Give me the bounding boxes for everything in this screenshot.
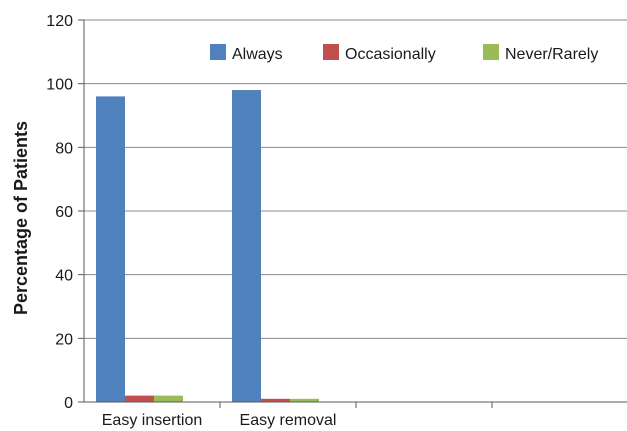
y-tick-label: 120 — [46, 13, 73, 30]
legend-label: Always — [232, 46, 283, 63]
bar-never-rarely-0 — [154, 395, 183, 402]
axes — [83, 20, 627, 408]
y-tick-label: 40 — [55, 268, 73, 285]
legend-label: Occasionally — [345, 46, 436, 63]
gridlines — [78, 19, 627, 403]
legend-swatch-occasionally — [323, 44, 339, 60]
legend: Always Occasionally Never/Rarely — [210, 44, 598, 63]
y-tick-label: 0 — [64, 395, 73, 412]
bars — [96, 90, 319, 403]
y-tick-label: 60 — [55, 204, 73, 221]
legend-swatch-never-rarely — [483, 44, 499, 60]
legend-swatch-always — [210, 44, 226, 60]
y-axis-label: Percentage of Patients — [11, 121, 31, 315]
x-tick-labels: Easy insertion Easy removal — [102, 412, 337, 429]
y-tick-label: 100 — [46, 77, 73, 94]
bar-always-1 — [232, 90, 261, 403]
legend-label: Never/Rarely — [505, 46, 598, 63]
y-tick-label: 80 — [55, 140, 73, 157]
bar-occasionally-0 — [125, 395, 154, 402]
bar-occasionally-1 — [261, 398, 290, 402]
bar-always-0 — [96, 96, 125, 403]
y-tick-labels: 0 20 40 60 80 100 120 — [46, 13, 73, 412]
x-tick-label: Easy insertion — [102, 412, 203, 429]
x-tick-label: Easy removal — [240, 412, 337, 429]
y-tick-label: 20 — [55, 331, 73, 348]
bar-never-rarely-1 — [290, 398, 319, 402]
